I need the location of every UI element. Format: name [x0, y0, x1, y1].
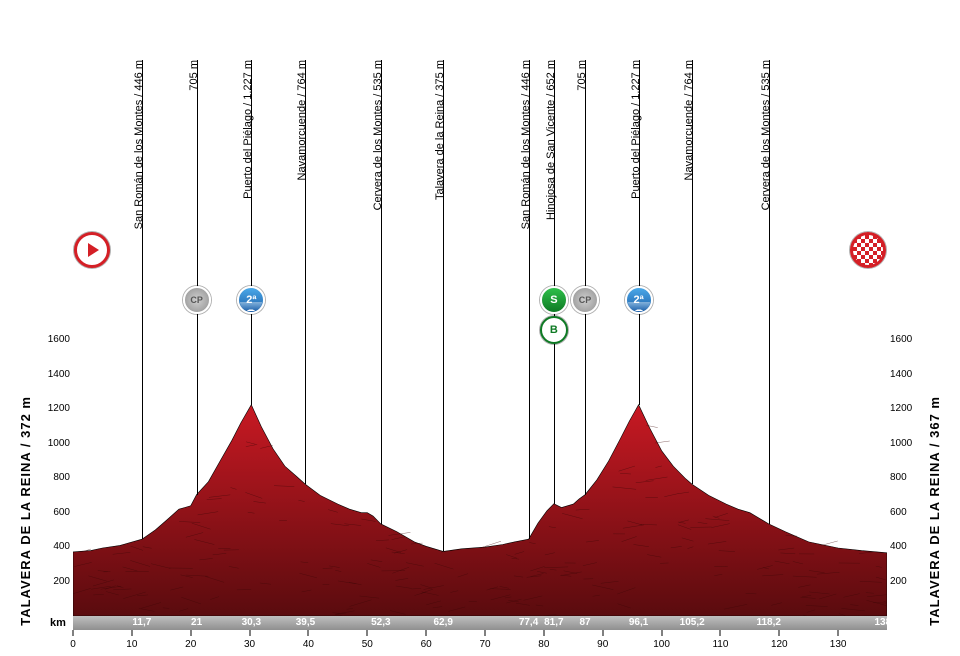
x-tick: 10 [126, 639, 137, 650]
x-hatch [190, 630, 191, 636]
point-label: Cervera de los Montes / 535 m [760, 60, 772, 210]
km-bar-label: 118,2 [756, 616, 780, 630]
cp-icon: CP [571, 286, 599, 314]
x-hatch [131, 630, 132, 636]
y-tick-left: 200 [40, 576, 70, 587]
point-label: 705 m [576, 60, 588, 91]
x-hatch [779, 630, 780, 636]
point-label: Cervera de los Montes / 535 m [372, 60, 384, 210]
km-bar-label: 52,3 [371, 616, 390, 630]
start-label: TALAVERA DE LA REINA / 372 m [18, 396, 33, 626]
x-tick: 110 [712, 639, 728, 650]
cp-icon: CP [183, 286, 211, 314]
x-tick: 100 [653, 639, 670, 650]
x-hatch [543, 630, 544, 636]
x-hatch [426, 630, 427, 636]
x-tick: 120 [771, 639, 788, 650]
x-hatch [73, 630, 74, 636]
point-label: San Román de los Montes / 446 m [520, 60, 532, 229]
km-bar-label: 39,5 [296, 616, 315, 630]
km-bar-label: 105,2 [680, 616, 705, 630]
y-tick-left: 1600 [40, 334, 70, 345]
sprint-icon: S [540, 286, 568, 314]
point-label: Navamorcuende / 764 m [296, 60, 308, 180]
km-bar-label: 30,3 [242, 616, 261, 630]
x-tick: 40 [303, 639, 314, 650]
y-tick-right: 1000 [890, 438, 920, 449]
finish-icon [850, 232, 886, 268]
x-hatch [249, 630, 250, 636]
y-tick-left: 800 [40, 472, 70, 483]
y-tick-right: 800 [890, 472, 920, 483]
x-tick: 30 [244, 639, 255, 650]
point-label: Talavera de la Reina / 375 m [434, 60, 446, 200]
point-label: Hinojosa de San Vicente / 652 m [545, 60, 557, 220]
stage-profile-chart: { "chart": { "type": "elevation-profile"… [0, 0, 960, 656]
km-bar-label: 87 [579, 616, 590, 630]
bonus-icon: B [540, 316, 568, 344]
km-bar-label: 96,1 [629, 616, 648, 630]
km-bar-label: 77,4 [519, 616, 538, 630]
x-tick: 90 [597, 639, 608, 650]
x-hatch [485, 630, 486, 636]
km-bar-label: 21 [191, 616, 202, 630]
y-tick-left: 1400 [40, 369, 70, 380]
x-hatch [602, 630, 603, 636]
y-tick-right: 600 [890, 507, 920, 518]
point-line [197, 60, 198, 495]
start-icon [74, 232, 110, 268]
finish-label: TALAVERA DE LA REINA / 367 m [927, 396, 942, 626]
x-tick: 50 [362, 639, 373, 650]
x-tick: 0 [70, 639, 76, 650]
km-bar-label: 81,7 [544, 616, 563, 630]
y-tick-right: 400 [890, 541, 920, 552]
km-bar-label: 138,3 [874, 616, 899, 630]
cat-icon: 2ª [625, 286, 653, 314]
cat-icon: 2ª [237, 286, 265, 314]
x-tick: 20 [185, 639, 196, 650]
km-unit-label: km [50, 616, 66, 630]
point-label: 705 m [188, 60, 200, 91]
y-tick-left: 600 [40, 507, 70, 518]
km-bar-label: 11,7 [132, 616, 151, 630]
x-hatch [720, 630, 721, 636]
x-hatch [661, 630, 662, 636]
y-tick-left: 1000 [40, 438, 70, 449]
x-tick: 80 [538, 639, 549, 650]
point-label: Navamorcuende / 764 m [683, 60, 695, 180]
x-hatch [367, 630, 368, 636]
y-tick-right: 1200 [890, 403, 920, 414]
y-tick-right: 1400 [890, 369, 920, 380]
point-label: San Román de los Montes / 446 m [133, 60, 145, 229]
y-tick-left: 1200 [40, 403, 70, 414]
x-tick: 130 [830, 639, 847, 650]
x-hatch [838, 630, 839, 636]
y-tick-left: 400 [40, 541, 70, 552]
point-label: Puerto del Piélago / 1.227 m [630, 60, 642, 199]
point-line [585, 60, 586, 495]
y-tick-right: 1600 [890, 334, 920, 345]
point-label: Puerto del Piélago / 1.227 m [242, 60, 254, 199]
elevation-profile-svg [73, 306, 887, 616]
km-bar-label: 62,9 [433, 616, 452, 630]
x-tick: 70 [479, 639, 490, 650]
x-tick: 60 [421, 639, 432, 650]
y-tick-right: 200 [890, 576, 920, 587]
x-hatch [308, 630, 309, 636]
